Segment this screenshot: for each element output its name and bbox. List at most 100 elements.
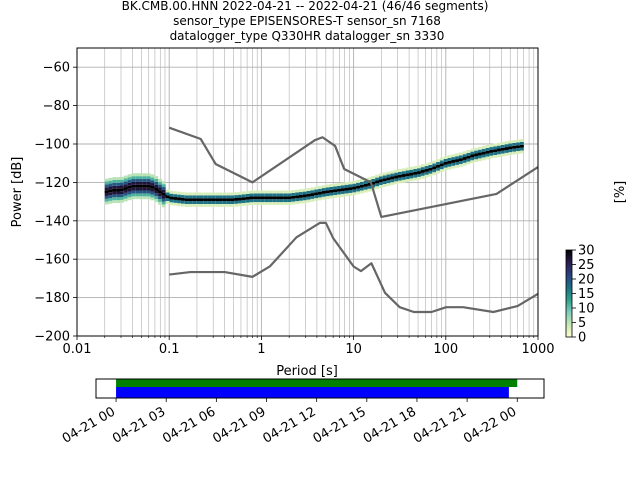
psd-heat-cell: [500, 144, 505, 148]
psd-heat-cell: [329, 195, 334, 199]
y-tick-label: −160: [34, 253, 70, 268]
psd-heat-cell: [165, 189, 170, 193]
psd-heat-cell: [119, 196, 124, 200]
psd-heat-cell: [348, 192, 353, 196]
psd-heat-cell: [192, 204, 197, 207]
psd-heat-cell: [260, 202, 265, 205]
psd-heat-cell: [432, 163, 437, 167]
psd-heat-cell: [405, 176, 410, 180]
psd-heat-cell: [382, 184, 387, 187]
psd-heat-cell: [321, 188, 326, 191]
psd-heat-cell: [230, 204, 235, 207]
psd-heat-cell: [180, 192, 185, 196]
psd-heat-cell: [173, 199, 178, 203]
psd-heat-cell: [359, 181, 364, 185]
psd-heat-cell: [199, 195, 204, 199]
psd-heat-cell: [417, 165, 421, 169]
psd-heat-cell: [207, 192, 212, 196]
psd-heat-cell: [154, 199, 159, 203]
psd-heat-cell: [382, 181, 387, 185]
psd-heat-cell: [268, 199, 273, 203]
psd-heat-cell: [161, 198, 166, 202]
psd-heat-cell: [462, 159, 467, 163]
psd-heat-cell: [462, 162, 467, 166]
psd-heat-cell: [123, 195, 128, 199]
psd-heat-cell: [390, 173, 395, 177]
psd-heat-cell: [458, 155, 463, 159]
psd-heat-cell: [478, 155, 482, 159]
psd-heat-cell: [161, 184, 166, 188]
psd-heat-cell: [306, 196, 311, 200]
psd-heat-cell: [127, 191, 132, 195]
psd-heat-cell: [135, 193, 140, 197]
psd-heat-cell: [516, 151, 520, 154]
psd-heat-cell: [299, 200, 303, 204]
psd-heat-cell: [478, 158, 482, 162]
psd-heat-cell: [424, 171, 429, 175]
psd-heat-cell: [344, 193, 349, 197]
psd-x-axis: 0.01 0.1 1 10 100 1000: [63, 336, 555, 357]
psd-heat-cell: [139, 173, 143, 177]
psd-heat-cell: [119, 179, 124, 183]
psd-heat-cell: [417, 168, 421, 172]
psd-heat-cell: [161, 195, 166, 199]
psd-heat-cell: [295, 198, 300, 202]
psd-heat-cell: [215, 192, 220, 196]
psd-heat-cell: [238, 200, 242, 204]
psd-heat-cell: [112, 200, 117, 204]
psd-heat-cell: [249, 202, 254, 206]
psd-heat-cell: [321, 196, 326, 200]
psd-heat-cell: [398, 177, 402, 181]
psd-heat-cell: [180, 203, 185, 207]
psd-heat-cell: [119, 191, 124, 195]
psd-heat-cell: [302, 188, 307, 192]
psd-heat-cell: [382, 172, 387, 176]
psd-heat-cell: [333, 183, 338, 187]
psd-heat-cell: [504, 149, 509, 153]
psd-heat-cell: [169, 202, 174, 206]
psd-heat-cell: [272, 193, 277, 197]
psd-heat-cell: [207, 204, 212, 207]
psd-heat-cell: [135, 181, 140, 185]
psd-heat-cell: [455, 153, 459, 157]
psd-heat-cell: [325, 196, 330, 199]
psd-heat-cell: [386, 180, 391, 184]
psd-heat-cell: [146, 196, 151, 200]
psd-heat-cell: [177, 191, 181, 195]
psd-heat-cell: [371, 178, 376, 182]
psd-heat-cell: [466, 152, 471, 156]
psd-heat-cell: [344, 190, 349, 194]
psd-heat-cell: [257, 202, 261, 205]
psd-heat-cell: [196, 195, 200, 199]
timeline-tick-label: 04-21 06: [160, 404, 218, 446]
psd-heat-cell: [283, 193, 288, 197]
psd-heat-cell: [104, 178, 109, 182]
psd-heat-cell: [123, 175, 128, 179]
psd-heat-cell: [169, 199, 174, 203]
psd-heat-cell: [161, 204, 166, 208]
psd-heat-cell: [420, 164, 425, 168]
y-tick-label: −180: [34, 291, 70, 306]
psd-heat-cell: [489, 155, 494, 159]
psd-heat-cell: [135, 179, 140, 182]
psd-heat-cell: [371, 175, 376, 179]
psd-heat-cell: [104, 181, 109, 185]
timeline-tick-label: 04-21 18: [361, 404, 419, 446]
psd-heat-cell: [123, 189, 128, 193]
psd-heat-cell: [131, 187, 136, 191]
psd-heat-cell: [352, 183, 357, 187]
psd-heat-cell: [283, 202, 288, 205]
psd-heat-cell: [340, 191, 345, 194]
psd-heat-cell: [219, 204, 223, 207]
y-tick-label: −200: [34, 330, 70, 345]
y-tick-label: −120: [34, 176, 70, 191]
psd-heat-cell: [165, 201, 170, 204]
psd-heat-cell: [497, 151, 501, 155]
psd-heat-cell: [455, 164, 459, 168]
psd-heat-cell: [238, 203, 242, 207]
psd-heat-cell: [314, 189, 319, 193]
colorbar-label: [%]: [613, 181, 628, 204]
psd-heat-cell: [508, 143, 513, 147]
colorbar-tick-label: 15: [578, 287, 595, 302]
